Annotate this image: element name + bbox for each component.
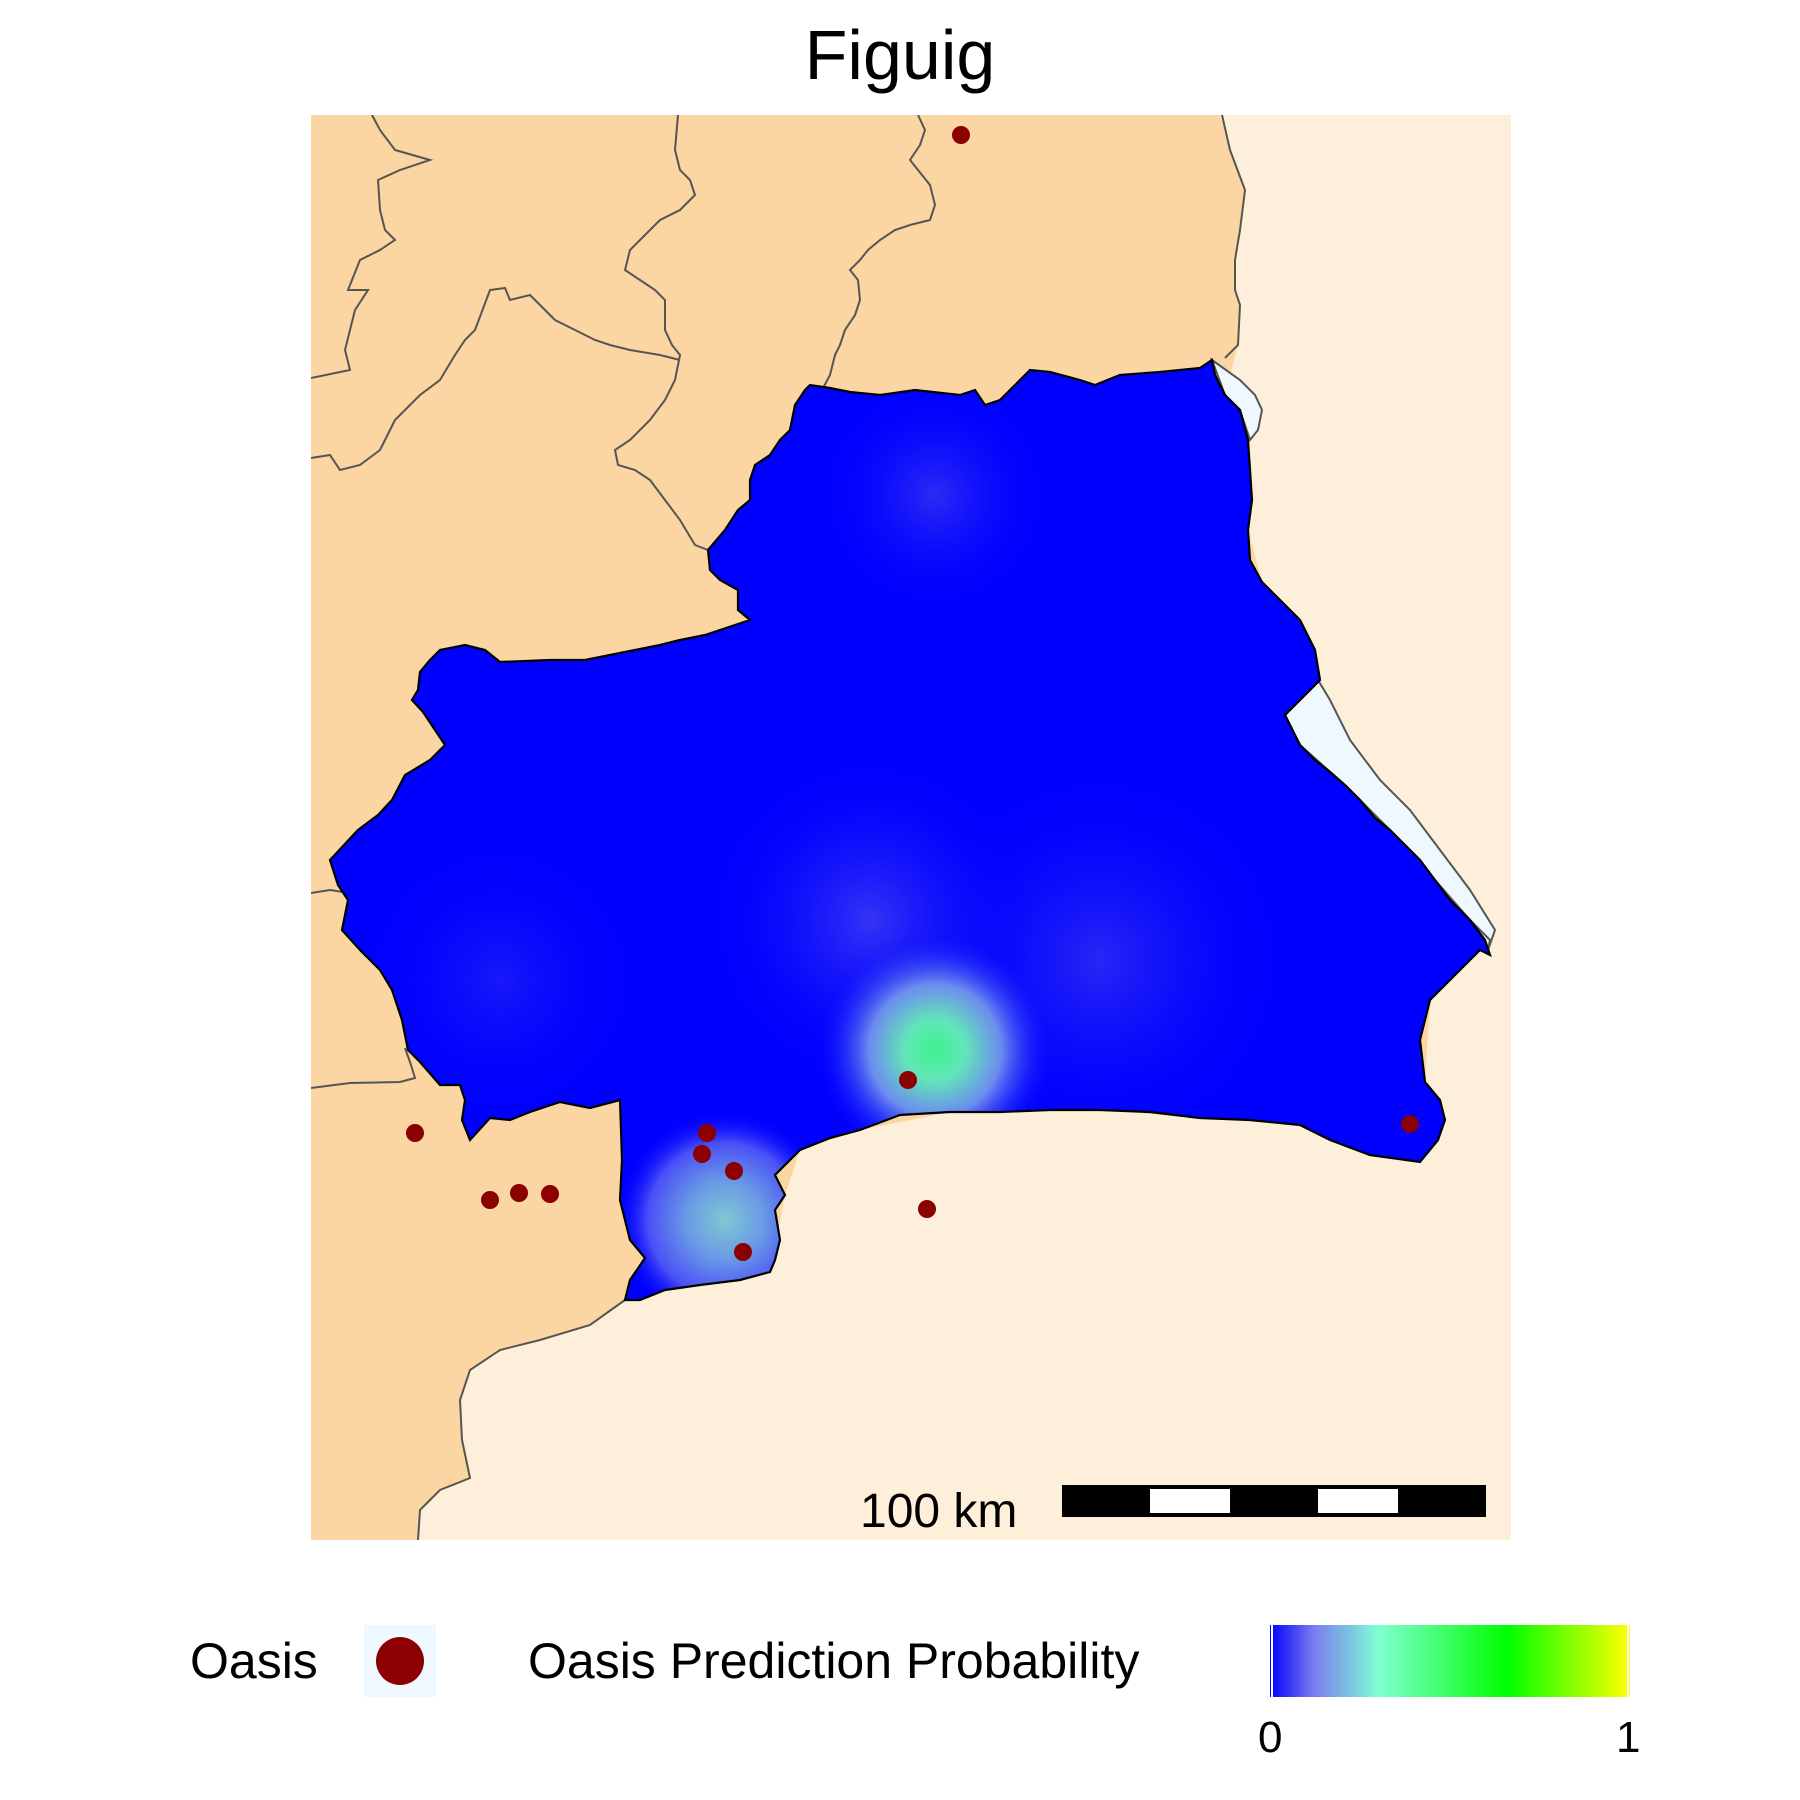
legend-min-label: 0	[1258, 1713, 1283, 1762]
oasis-point	[899, 1071, 917, 1089]
admin-borders	[311, 115, 1247, 1089]
scale-bar-segment	[1398, 1485, 1486, 1517]
desert-boundary	[417, 1299, 626, 1540]
scale-bar-segment	[1314, 1485, 1402, 1517]
scale-bar-segment	[1230, 1485, 1318, 1517]
oasis-point	[734, 1243, 752, 1261]
scale-bar	[1062, 1485, 1486, 1517]
oasis-point	[693, 1145, 711, 1163]
oasis-point	[1401, 1115, 1419, 1133]
legend-oasis-key-icon	[376, 1637, 424, 1685]
oasis-point	[541, 1185, 559, 1203]
oasis-points	[406, 126, 1419, 1261]
region-outline	[328, 358, 1492, 1302]
oasis-point	[918, 1200, 936, 1218]
scale-bar-label: 100 km	[860, 1485, 1018, 1538]
oasis-point	[725, 1162, 743, 1180]
oasis-point	[406, 1124, 424, 1142]
legend-max-label: 1	[1616, 1713, 1641, 1762]
oasis-point	[510, 1184, 528, 1202]
legend-gradient-bar	[1270, 1625, 1630, 1697]
map-title: Figuig	[804, 16, 996, 94]
legend-probability-label: Oasis Prediction Probability	[528, 1633, 1140, 1689]
oasis-point	[952, 126, 970, 144]
scale-bar-segment	[1062, 1485, 1150, 1517]
desert-area	[418, 115, 1511, 1540]
oasis-point	[481, 1191, 499, 1209]
legend-oasis-label: Oasis	[190, 1633, 318, 1689]
scale-bar-segment	[1146, 1485, 1234, 1517]
oasis-point	[698, 1124, 716, 1142]
